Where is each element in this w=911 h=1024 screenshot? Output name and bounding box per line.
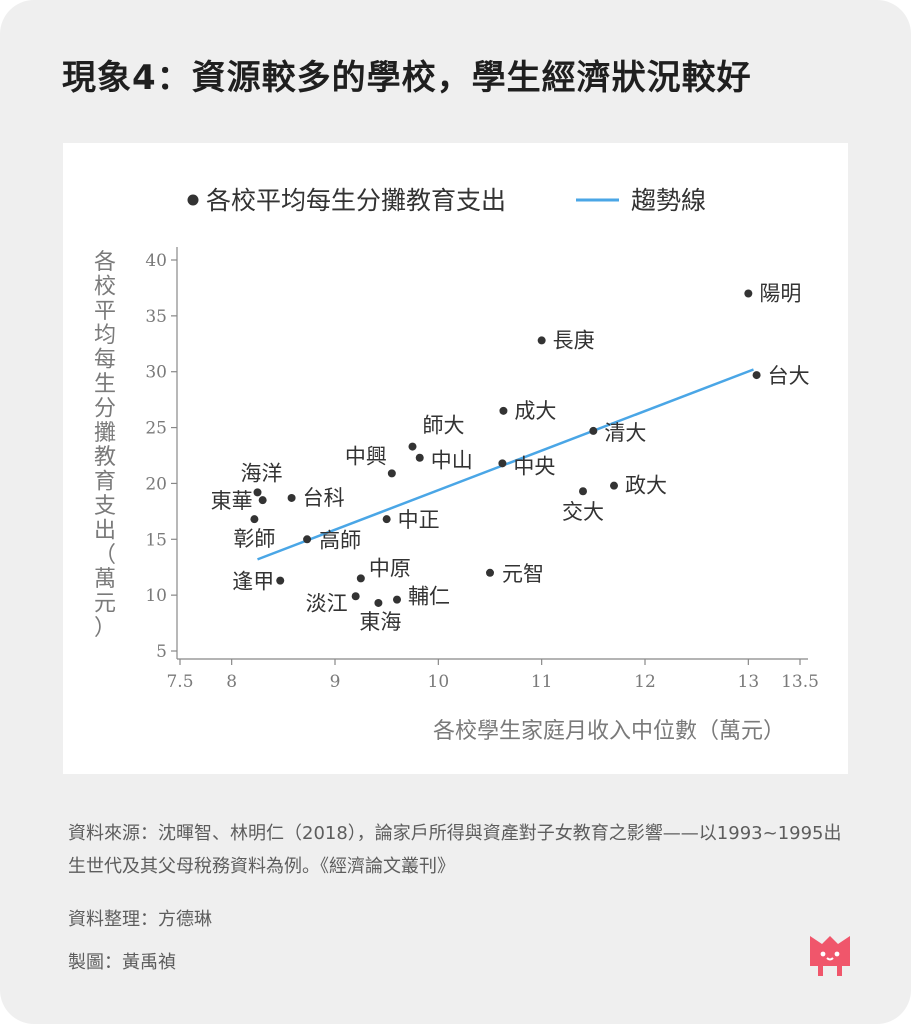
data-point — [253, 488, 262, 497]
data-point — [579, 487, 587, 496]
data-point — [499, 406, 508, 415]
point-label: 交大 — [562, 500, 604, 524]
mascot-logo-icon — [810, 936, 850, 976]
point-label: 海洋 — [241, 461, 283, 485]
data-point — [415, 453, 424, 462]
point-label: 彰師 — [233, 527, 275, 551]
y-axis-label-char: 支 — [94, 494, 116, 519]
data-point — [589, 426, 598, 435]
legend-label-trend: 趨勢線 — [631, 186, 706, 215]
point-label: 中正 — [398, 508, 440, 532]
point-label: 東華 — [211, 489, 253, 513]
y-tick-label: 5 — [156, 642, 167, 662]
x-axis-label: 各校學生家庭月收入中位數（萬元） — [433, 719, 785, 744]
y-axis-label-char: 各 — [94, 250, 116, 275]
point-label: 成大 — [514, 399, 556, 423]
editor-credit: 資料整理：方德琳 — [68, 909, 212, 930]
point-label: 師大 — [423, 414, 465, 438]
y-tick-label: 35 — [145, 307, 167, 327]
data-point — [752, 371, 761, 380]
x-tick-label: 11 — [531, 672, 553, 692]
data-point — [393, 595, 401, 604]
point-label: 元智 — [502, 562, 544, 586]
data-point — [486, 568, 494, 577]
data-point — [374, 598, 383, 607]
point-label: 中興 — [345, 444, 387, 468]
data-point — [387, 469, 396, 478]
chart-panel: 各校平均每生分攤教育支出 趨勢線 5 10 15 20 25 30 35 40 7.5 8 9 10 11… — [63, 143, 848, 774]
point-label: 淡江 — [306, 591, 348, 615]
y-axis-label-char: 育 — [94, 470, 116, 495]
y-axis-label-char: 平 — [94, 299, 116, 324]
y-tick-label: 15 — [145, 530, 167, 550]
y-tick-label: 20 — [145, 474, 167, 494]
y-axis-label-char: 元 — [94, 592, 116, 617]
data-point — [303, 535, 312, 544]
point-label: 台大 — [768, 364, 810, 388]
point-label: 高師 — [319, 528, 361, 552]
y-tick-label: 40 — [145, 251, 167, 271]
y-axis-label-char: ） — [94, 616, 116, 641]
scatter-chart: 各校平均每生分攤教育支出 趨勢線 5 10 15 20 25 30 35 40 7.5 8 9 10 11… — [94, 186, 819, 744]
data-point — [382, 515, 391, 524]
data-point — [356, 574, 365, 583]
y-tick-label: 10 — [145, 586, 167, 606]
data-point — [744, 289, 753, 298]
point-label: 東海 — [359, 610, 401, 634]
y-axis-label-char: 均 — [94, 323, 116, 348]
chart-legend: 各校平均每生分攤教育支出 趨勢線 — [187, 186, 706, 215]
data-point — [276, 576, 285, 585]
y-axis-label-char: 萬 — [94, 567, 116, 592]
point-label: 政大 — [625, 474, 667, 498]
data-point — [250, 515, 259, 524]
point-label: 中山 — [431, 449, 473, 473]
point-label: 逢甲 — [232, 570, 274, 594]
y-axis-label-char: 出 — [94, 518, 116, 543]
y-axis-label-char: 每 — [94, 348, 116, 373]
y-axis-label-char: 校 — [94, 274, 116, 299]
data-point — [408, 442, 417, 451]
design-credit: 製圖：黃禹禎 — [68, 952, 176, 973]
chart-axes: 5 10 15 20 25 30 35 40 7.5 8 9 10 11 12 13 13.5 — [145, 247, 819, 692]
point-label: 清大 — [604, 421, 646, 445]
data-point — [610, 481, 618, 490]
source-note: 資料來源：沈暉智、林明仁（2018），論家戶所得與資產對子女教育之影響——以19… — [68, 823, 842, 877]
x-tick-label: 13 — [738, 672, 760, 692]
x-tick-label: 7.5 — [166, 672, 193, 692]
data-point — [258, 496, 267, 505]
page-title: 現象4：資源較多的學校，學生經濟狀況較好 — [62, 58, 752, 98]
data-point — [351, 592, 360, 601]
y-axis-label: 各校平均每生分攤教育支出（萬元） — [94, 250, 116, 641]
point-label: 輔仁 — [408, 585, 450, 609]
y-axis-label-char: 分 — [94, 396, 116, 421]
x-tick-label: 10 — [428, 672, 450, 692]
point-label: 陽明 — [759, 282, 801, 306]
y-tick-label: 25 — [145, 419, 167, 439]
point-label: 台科 — [303, 486, 345, 510]
y-axis-label-char: （ — [94, 543, 116, 568]
y-axis-label-char: 攤 — [94, 421, 116, 446]
y-tick-label: 30 — [145, 363, 167, 383]
y-axis-label-char: 教 — [94, 445, 116, 470]
point-label: 中央 — [513, 454, 555, 478]
x-tick-label: 9 — [330, 672, 341, 692]
point-label: 長庚 — [553, 328, 595, 352]
y-axis-label-char: 生 — [94, 372, 116, 397]
data-point — [287, 493, 296, 502]
x-tick-label: 13.5 — [781, 672, 819, 692]
legend-label-spending: 各校平均每生分攤教育支出 — [206, 186, 506, 215]
legend-point-marker — [187, 194, 199, 206]
point-label: 中原 — [369, 556, 411, 580]
data-point — [498, 459, 507, 468]
data-point — [537, 336, 546, 345]
x-tick-label: 8 — [226, 672, 237, 692]
x-tick-label: 12 — [634, 672, 656, 692]
